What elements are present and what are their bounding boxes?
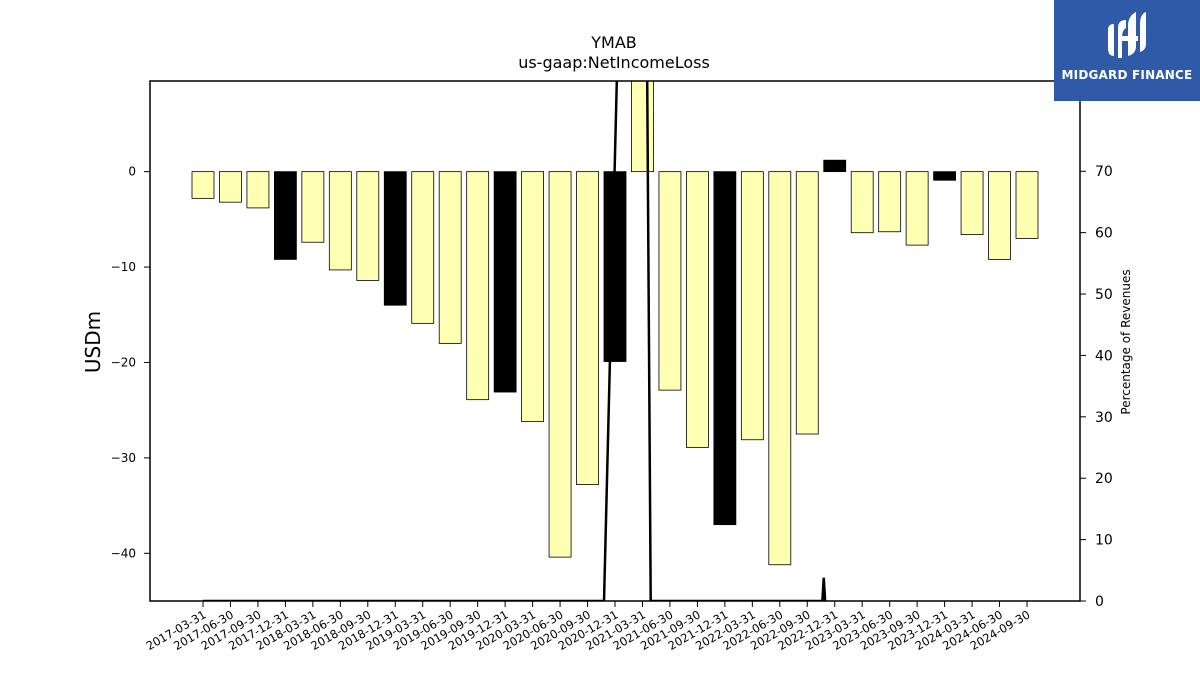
bar-2021-06-30 (658, 171, 682, 391)
y2-tick-label: 50 (1095, 287, 1113, 303)
chart-title: YMAB (590, 33, 637, 52)
y2-tick-label: 0 (1095, 594, 1104, 610)
logo-text: MIDGARD FINANCE (1061, 68, 1193, 82)
bars-group (191, 81, 1039, 566)
bar-2019-09-30 (466, 171, 490, 401)
bar-2022-03-31 (740, 171, 764, 441)
bar-2020-06-30 (548, 171, 572, 558)
y-ticks: 0 −10 −20 −30 −40 (111, 165, 150, 560)
midgard-logo-icon (1108, 12, 1146, 58)
y2-axis-label: Percentage of Revenues (1119, 269, 1133, 414)
bar-2024-09-30 (1015, 171, 1039, 239)
line-group (203, 81, 827, 601)
bar-2017-03-31 (191, 171, 215, 199)
y2-tick-label: 40 (1095, 348, 1113, 364)
bar-2018-12-31 (383, 171, 407, 306)
y2-tick-label: 70 (1095, 164, 1113, 180)
bar-2024-03-31 (960, 171, 984, 236)
bar-2020-09-30 (576, 171, 599, 485)
y2-tick-label: 30 (1095, 410, 1113, 426)
percentage-line (203, 81, 827, 601)
bar-2023-06-30 (878, 171, 902, 233)
bar-2021-12-31 (713, 171, 737, 526)
bar-2021-03-31 (631, 81, 654, 173)
bar-2021-09-30 (686, 171, 709, 448)
bar-2023-12-31 (933, 171, 956, 181)
bar-2017-06-30 (219, 171, 242, 203)
bar-2019-06-30 (438, 171, 462, 344)
y-tick-label: −20 (111, 355, 136, 369)
y2-tick-label: 10 (1095, 533, 1113, 549)
bar-2019-03-31 (411, 171, 435, 324)
bar-2024-06-30 (988, 171, 1011, 260)
y-axis-label: USDm (81, 311, 105, 373)
plot-frame (149, 80, 1081, 602)
bar-2022-09-30 (795, 171, 819, 435)
bar-2020-03-31 (521, 171, 544, 423)
bar-2023-03-31 (850, 171, 874, 234)
bar-2018-06-30 (328, 171, 352, 271)
midgard-logo: MIDGARD FINANCE (1054, 0, 1200, 101)
y2-ticks: 0 10 20 30 40 50 60 70 (1080, 164, 1113, 610)
bar-2017-09-30 (246, 171, 270, 209)
x-ticks: 2017-03-312017-06-302017-09-302017-12-31… (144, 601, 1033, 653)
bar-2017-12-31 (273, 171, 297, 260)
bar-2019-12-31 (493, 171, 517, 393)
chart-subtitle: us-gaap:NetIncomeLoss (518, 53, 710, 72)
bar-2018-03-31 (301, 171, 325, 243)
y-tick-label: −40 (111, 546, 136, 560)
bar-2022-12-31 (823, 159, 847, 173)
y-tick-label: −10 (111, 260, 136, 274)
y2-tick-label: 60 (1095, 226, 1113, 242)
bar-2022-06-30 (768, 171, 792, 566)
y2-tick-label: 20 (1095, 471, 1113, 487)
y-tick-label: 0 (128, 165, 136, 179)
bar-2023-09-30 (905, 171, 929, 246)
y-tick-label: −30 (111, 451, 136, 465)
bar-2018-09-30 (356, 171, 380, 281)
